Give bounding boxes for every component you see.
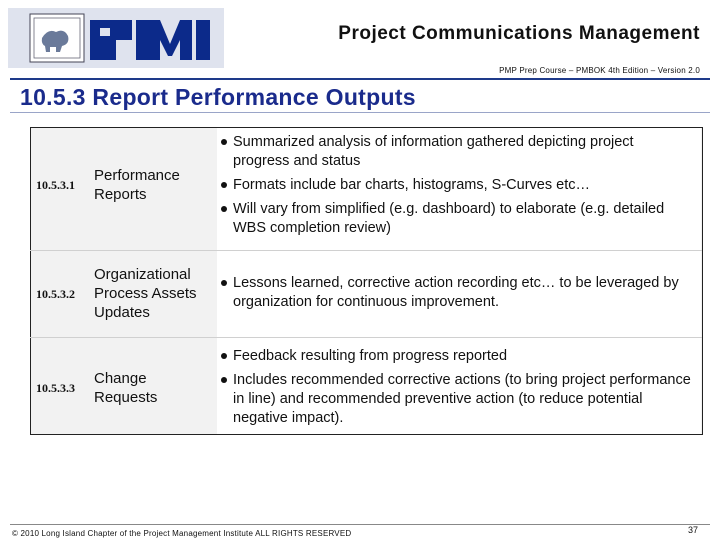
bullet-list: Lessons learned, corrective action recor…: [221, 274, 692, 317]
row-divider: [30, 250, 702, 251]
row-label-change-requests: Change Requests: [94, 370, 158, 406]
page-title: 10.5.3 Report Performance Outputs: [20, 84, 416, 110]
header-subtitle: PMP Prep Course – PMBOK 4th Edition – Ve…: [499, 66, 700, 75]
row-id: 10.5.3.3: [36, 381, 75, 395]
list-item: Summarized analysis of information gathe…: [221, 133, 692, 171]
bullet-list: Feedback resulting from progress reporte…: [221, 347, 692, 433]
row-label-performance-reports: Performance Reports: [94, 167, 180, 203]
footer-copyright: © 2010 Long Island Chapter of the Projec…: [12, 529, 352, 538]
bullet-icon: [221, 280, 227, 286]
list-item: Lessons learned, corrective action recor…: [221, 274, 692, 312]
footer-divider: [10, 524, 710, 525]
row-label-organizational-process-assets: Organizational Process Assets Updates: [94, 266, 197, 321]
page-number: 37: [687, 525, 698, 535]
list-item: Will vary from simplified (e.g. dashboar…: [221, 200, 692, 238]
outputs-description-column: [217, 128, 701, 434]
list-item: Includes recommended corrective actions …: [221, 371, 692, 428]
bullet-list: Summarized analysis of information gathe…: [221, 133, 692, 243]
bullet-icon: [221, 206, 227, 212]
row-id: 10.5.3.1: [36, 178, 75, 192]
bullet-icon: [221, 139, 227, 145]
pmi-logo: [8, 8, 224, 68]
row-divider: [30, 337, 702, 338]
header-divider: [10, 78, 710, 80]
title-divider: [10, 112, 710, 113]
bullet-icon: [221, 377, 227, 383]
header-title: Project Communications Management: [338, 23, 700, 44]
bullet-icon: [221, 182, 227, 188]
bullet-icon: [221, 353, 227, 359]
list-item: Formats include bar charts, histograms, …: [221, 176, 692, 195]
row-id: 10.5.3.2: [36, 287, 75, 301]
list-item: Feedback resulting from progress reporte…: [221, 347, 692, 366]
